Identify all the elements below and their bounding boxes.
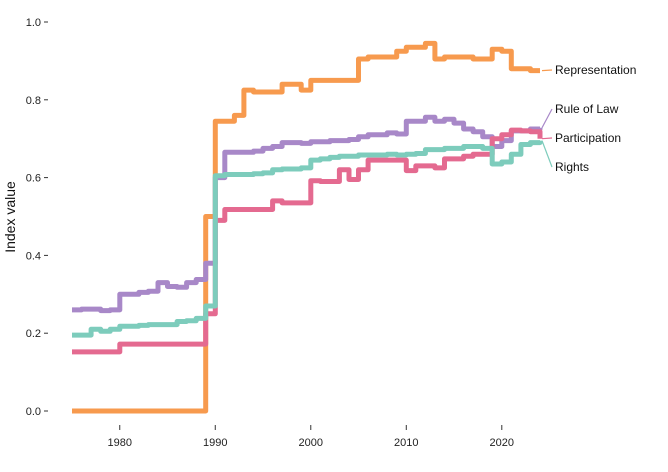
series-label-rule-of-law: Rule of Law <box>555 102 619 116</box>
series-line-representation <box>72 40 540 414</box>
label-leader-representation <box>541 69 553 72</box>
y-tick-label: 0.2 <box>26 328 41 340</box>
x-axis: 1980 1990 2000 2010 2020 <box>108 425 514 449</box>
x-tick-label: 2000 <box>299 437 323 449</box>
x-tick-label: 2010 <box>394 437 418 449</box>
label-leader-participation <box>541 137 553 140</box>
y-axis-title: Index value <box>2 181 18 253</box>
x-tick-label: 1980 <box>108 437 132 449</box>
series-labels: Representation Rule of Law Participation Ri… <box>541 63 636 174</box>
x-tick-label: 2020 <box>490 437 514 449</box>
series-label-participation: Participation <box>555 131 621 145</box>
y-tick-label: 1.0 <box>26 17 41 29</box>
series-label-rights: Rights <box>555 160 589 174</box>
series-line-rule-of-law <box>72 114 543 314</box>
y-tick-label: 0.8 <box>26 95 41 107</box>
y-tick-label: 0.0 <box>26 406 41 418</box>
series-line-participation <box>72 127 543 355</box>
label-leader-rights <box>541 140 553 168</box>
series-line-rights <box>72 140 543 338</box>
x-tick-label: 1990 <box>203 437 227 449</box>
y-axis: 0.0 0.2 0.4 0.6 0.8 1.0 <box>26 17 48 418</box>
series-label-representation: Representation <box>555 63 636 77</box>
label-leader-rule-of-law <box>541 108 553 129</box>
y-tick-label: 0.4 <box>26 250 41 262</box>
series-lines <box>72 40 543 414</box>
y-tick-label: 0.6 <box>26 173 41 185</box>
